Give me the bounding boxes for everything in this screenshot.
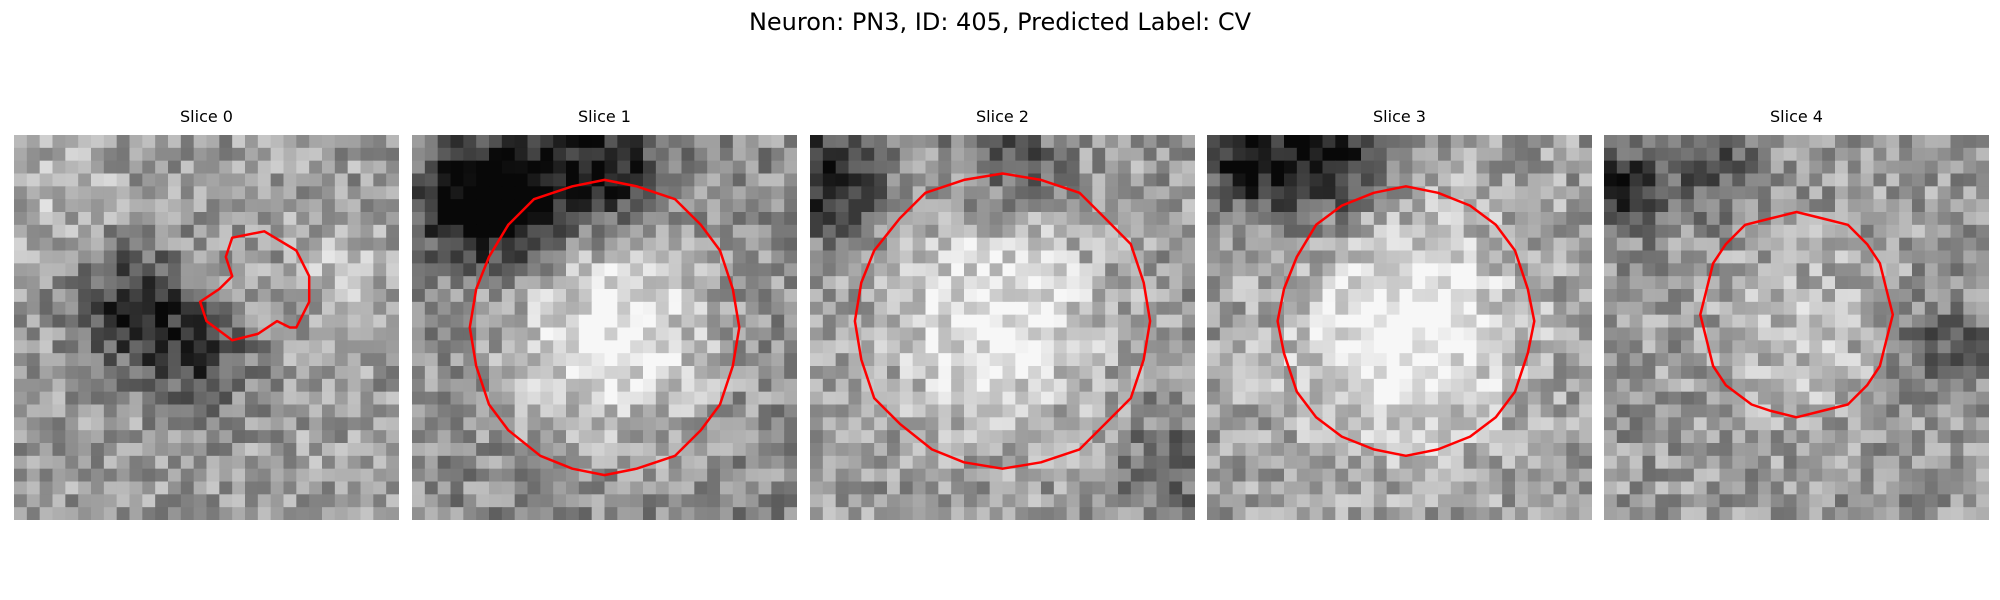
cell-contour-2 bbox=[853, 172, 1152, 470]
cell-contour-0 bbox=[198, 230, 311, 342]
slice-panel-3: Slice 3 bbox=[1207, 105, 1592, 520]
slice-panel-1: Slice 1 bbox=[412, 105, 797, 520]
slice-title-2: Slice 2 bbox=[976, 107, 1029, 126]
slice-panel-4: Slice 4 bbox=[1604, 105, 1989, 520]
figure-title: Neuron: PN3, ID: 405, Predicted Label: C… bbox=[748, 8, 1252, 36]
slice-title-3: Slice 3 bbox=[1373, 107, 1426, 126]
slice-image-2 bbox=[810, 135, 1195, 520]
slice-title-4: Slice 4 bbox=[1770, 107, 1823, 126]
slice-panel-0: Slice 0 bbox=[14, 105, 399, 520]
slice-image-4 bbox=[1604, 135, 1989, 520]
slice-panel-2: Slice 2 bbox=[810, 105, 1195, 520]
slice-title-1: Slice 1 bbox=[578, 107, 631, 126]
slice-image-1 bbox=[412, 135, 797, 520]
slice-title-0: Slice 0 bbox=[180, 107, 233, 126]
cell-contour-4 bbox=[1699, 210, 1895, 419]
slice-image-3 bbox=[1207, 135, 1592, 520]
cell-contour-3 bbox=[1276, 185, 1536, 458]
cell-contour-1 bbox=[468, 178, 741, 477]
slice-image-0 bbox=[14, 135, 399, 520]
